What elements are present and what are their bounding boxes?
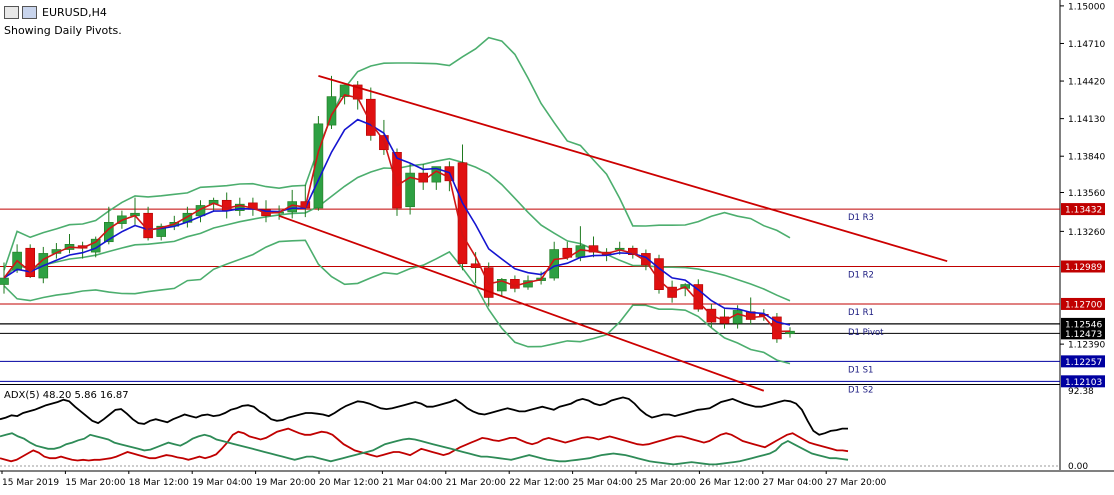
- trend-line: [278, 214, 765, 392]
- current-price-tag-label: 1.12473: [1065, 330, 1102, 340]
- pivot-price-tag: [1061, 355, 1105, 368]
- candle-body: [588, 245, 599, 253]
- pivot-price-tag-label: 1.12546: [1065, 320, 1102, 330]
- pivot-price-tag-label: 1.12700: [1065, 300, 1102, 310]
- candle-body: [496, 279, 507, 292]
- candle-body: [654, 258, 664, 290]
- price-tick-label: 1.14420: [1068, 78, 1105, 88]
- time-tick-label: 15 Mar 2019: [2, 478, 59, 488]
- red-moving-average: [3, 93, 791, 333]
- pivot-lines: [0, 208, 1060, 382]
- time-tick-label: 20 Mar 12:00: [319, 478, 379, 488]
- candle-body: [772, 316, 782, 340]
- time-tick-label: 22 Mar 12:00: [509, 478, 569, 488]
- pivot-price-tag-label: 1.12257: [1065, 358, 1102, 368]
- trend-line: [318, 75, 948, 263]
- pivot-line-label: D1 Pivot: [848, 328, 884, 338]
- time-tick-label: 25 Mar 04:00: [573, 478, 633, 488]
- pivot-labels: D1 R3 1.13432 D1 R2 1.12989 D1 R1 1.12700 D1 P…: [848, 203, 1105, 395]
- candle-body: [549, 249, 560, 279]
- pivot-price-tag: [1061, 203, 1105, 216]
- candle-body: [143, 212, 153, 239]
- chart-header: EURUSD,H4: [4, 6, 107, 19]
- moving-averages: [3, 93, 791, 333]
- pivot-subtitle: Showing Daily Pivots.: [4, 24, 122, 37]
- adx-label: ADX(5) 48.20 5.86 16.87: [4, 390, 129, 401]
- adx-tick-top: 92.38: [1068, 387, 1094, 397]
- time-tick-label: 21 Mar 20:00: [446, 478, 506, 488]
- pivot-line-label: D1 R1: [848, 308, 874, 318]
- pivot-line-label: D1 R2: [848, 270, 874, 280]
- pivot-price-tag-label: 1.12989: [1065, 263, 1102, 273]
- time-tick-label: 21 Mar 04:00: [382, 478, 442, 488]
- candle-body: [405, 172, 415, 208]
- candle-body: [392, 152, 402, 209]
- price-tick-label: 1.14130: [1068, 115, 1105, 125]
- time-axis: 15 Mar 2019 15 Mar 20:00 18 Mar 12:00 19 Ma…: [1, 471, 887, 488]
- bollinger-band-line: [3, 36, 791, 271]
- adx-tick-bottom: 0.00: [1068, 462, 1088, 472]
- candle-body: [25, 247, 36, 278]
- price-tick-label: 1.13560: [1068, 189, 1105, 199]
- candle-body: [339, 84, 350, 97]
- pivot-line-label: D1 S1: [848, 365, 873, 375]
- pivot-line-label: D1 S2: [848, 385, 873, 395]
- current-price-tag: [1061, 327, 1105, 340]
- candle-body: [326, 96, 337, 126]
- time-tick-label: 27 Mar 20:00: [826, 478, 886, 488]
- adx-indicator-pane: 92.38 0.00: [0, 387, 1094, 472]
- candle-body: [313, 123, 324, 209]
- adx-series-plus_di: [0, 427, 849, 463]
- blue-moving-average: [3, 118, 791, 326]
- time-tick-label: 26 Mar 12:00: [699, 478, 759, 488]
- pivot-price-tag-label: 1.12103: [1065, 378, 1102, 388]
- price-tick-label: 1.12390: [1068, 341, 1105, 351]
- time-tick-label: 25 Mar 20:00: [636, 478, 696, 488]
- candle-body: [365, 98, 376, 136]
- adx-series-adx: [0, 396, 848, 436]
- pivot-price-tag: [1061, 375, 1105, 388]
- price-tick-label: 1.15000: [1068, 2, 1105, 12]
- candle-body: [457, 162, 468, 265]
- price-tick-label: 1.13260: [1068, 228, 1105, 238]
- pivot-price-tag: [1061, 260, 1105, 273]
- candle-body: [104, 222, 114, 243]
- pivot-price-tag: [1061, 317, 1105, 330]
- time-tick-label: 19 Mar 04:00: [192, 478, 252, 488]
- candle-body: [156, 225, 166, 237]
- pivot-price-tag: [1061, 297, 1105, 310]
- price-tick-label: 1.14710: [1068, 40, 1105, 50]
- candle-body: [287, 201, 298, 213]
- pivot-line-label: D1 R3: [848, 213, 874, 223]
- chart-window-icon[interactable]: [4, 6, 19, 19]
- trend-lines: [278, 75, 948, 392]
- chart-type-icon[interactable]: [22, 6, 37, 19]
- time-tick-label: 15 Mar 20:00: [65, 478, 125, 488]
- candle-body: [0, 277, 9, 285]
- time-tick-label: 18 Mar 12:00: [129, 478, 189, 488]
- pivot-price-tag-label: 1.13432: [1065, 206, 1102, 216]
- price-axis: 1.15000 1.14710 1.14420 1.14130 1.13840 1.135…: [1060, 2, 1105, 351]
- symbol-title: EURUSD,H4: [42, 6, 107, 19]
- price-tick-label: 1.13840: [1068, 153, 1105, 163]
- time-tick-label: 19 Mar 20:00: [256, 478, 316, 488]
- candle-body: [221, 199, 232, 211]
- time-tick-label: 27 Mar 04:00: [763, 478, 823, 488]
- bollinger-band-line: [3, 239, 791, 365]
- candle-body: [732, 310, 743, 324]
- candle-body: [785, 330, 795, 335]
- adx-series-minus_di: [0, 432, 849, 466]
- candle-body: [235, 203, 245, 211]
